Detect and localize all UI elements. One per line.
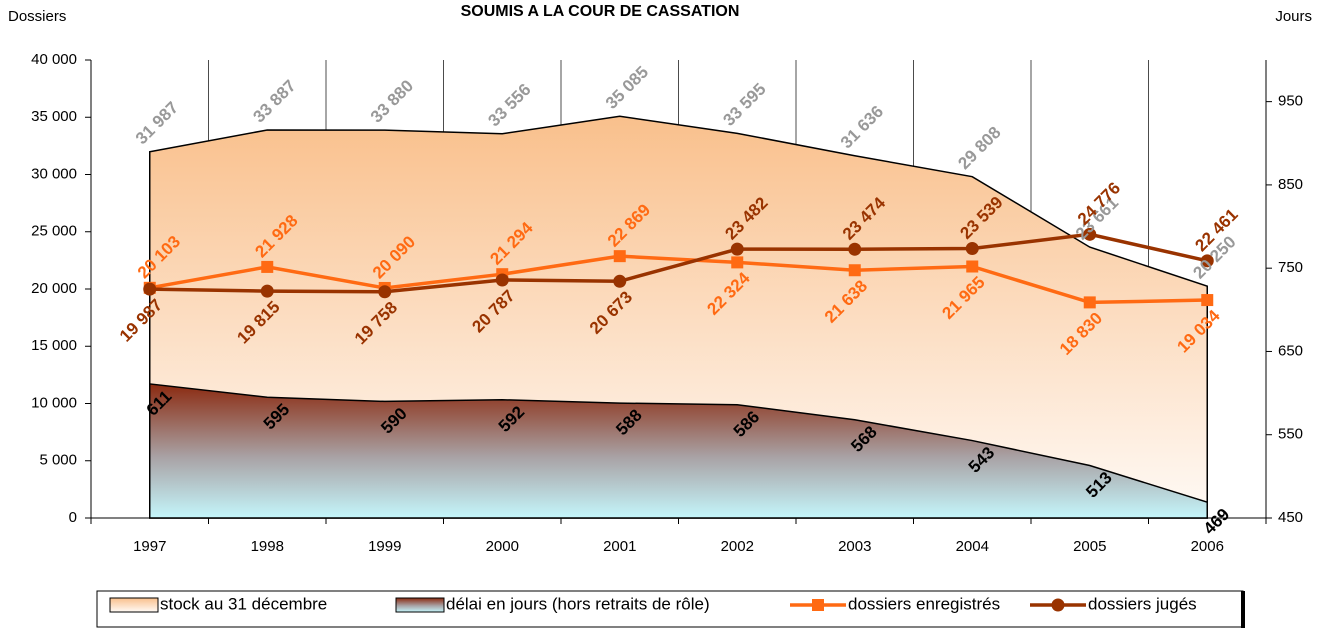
y-tick-label: 35 000 bbox=[31, 108, 77, 125]
data-label: 31 987 bbox=[132, 98, 182, 148]
legend-swatch bbox=[395, 597, 445, 613]
x-tick-label: 2001 bbox=[603, 538, 636, 555]
data-label: 35 085 bbox=[602, 62, 652, 112]
data-label: 33 880 bbox=[367, 76, 417, 126]
marker bbox=[730, 242, 744, 256]
marker bbox=[848, 242, 862, 256]
marker bbox=[260, 284, 274, 298]
line bbox=[149, 232, 1208, 294]
y-tick-label: 10 000 bbox=[31, 394, 77, 411]
x-tick-label: 1999 bbox=[368, 538, 401, 555]
y-axis-title: Dossiers bbox=[8, 8, 66, 25]
x-tick-label: 2002 bbox=[721, 538, 754, 555]
marker bbox=[495, 273, 509, 287]
y-tick-label: 20 000 bbox=[31, 280, 77, 297]
marker bbox=[965, 241, 979, 255]
legend-box bbox=[96, 590, 1244, 628]
marker bbox=[1201, 294, 1214, 307]
y2-tick-label: 750 bbox=[1278, 259, 1303, 276]
area bbox=[149, 383, 1208, 519]
data-label: 29 808 bbox=[954, 123, 1004, 173]
y-tick-label: 25 000 bbox=[31, 223, 77, 240]
marker bbox=[261, 260, 274, 273]
y2-tick-label: 850 bbox=[1278, 176, 1303, 193]
chart-title: SOUMIS A LA COUR DE CASSATION bbox=[461, 3, 740, 20]
y2-tick-label: 650 bbox=[1278, 342, 1303, 359]
y2-tick-label: 550 bbox=[1278, 426, 1303, 443]
y2-tick-label: 950 bbox=[1278, 93, 1303, 110]
data-label: 33 556 bbox=[484, 80, 534, 130]
x-tick-label: 2003 bbox=[838, 538, 871, 555]
legend-marker bbox=[1051, 598, 1065, 612]
marker bbox=[613, 250, 626, 263]
marker bbox=[143, 282, 157, 296]
legend-label: stock au 31 décembre bbox=[160, 594, 327, 613]
data-label: 31 636 bbox=[837, 102, 887, 152]
marker bbox=[966, 260, 979, 273]
marker bbox=[848, 264, 861, 277]
marker bbox=[1083, 227, 1097, 241]
legend-label: délai en jours (hors retraits de rôle) bbox=[446, 594, 710, 613]
y2-tick-label: 450 bbox=[1278, 509, 1303, 526]
legend-swatch bbox=[109, 597, 159, 613]
legend-label: dossiers enregistrés bbox=[848, 594, 1000, 613]
x-tick-label: 2004 bbox=[956, 538, 989, 555]
y-tick-label: 30 000 bbox=[31, 165, 77, 182]
y-tick-label: 0 bbox=[69, 509, 77, 526]
data-label: 33 887 bbox=[249, 76, 299, 126]
data-label: 33 595 bbox=[719, 80, 769, 130]
y-tick-label: 15 000 bbox=[31, 337, 77, 354]
marker bbox=[1200, 254, 1214, 268]
marker bbox=[1083, 296, 1096, 309]
marker bbox=[731, 256, 744, 269]
marker bbox=[613, 274, 627, 288]
legend-label: dossiers jugés bbox=[1088, 594, 1197, 613]
line bbox=[149, 254, 1208, 305]
y-tick-label: 5 000 bbox=[39, 452, 77, 469]
y-tick-label: 40 000 bbox=[31, 51, 77, 68]
x-tick-label: 2000 bbox=[486, 538, 519, 555]
x-tick-label: 1998 bbox=[251, 538, 284, 555]
y2-axis-title: Jours bbox=[1275, 8, 1312, 25]
x-tick-label: 1997 bbox=[133, 538, 166, 555]
marker bbox=[378, 285, 392, 299]
x-tick-label: 2005 bbox=[1073, 538, 1106, 555]
legend-marker bbox=[812, 599, 824, 611]
x-tick-label: 2006 bbox=[1191, 538, 1224, 555]
